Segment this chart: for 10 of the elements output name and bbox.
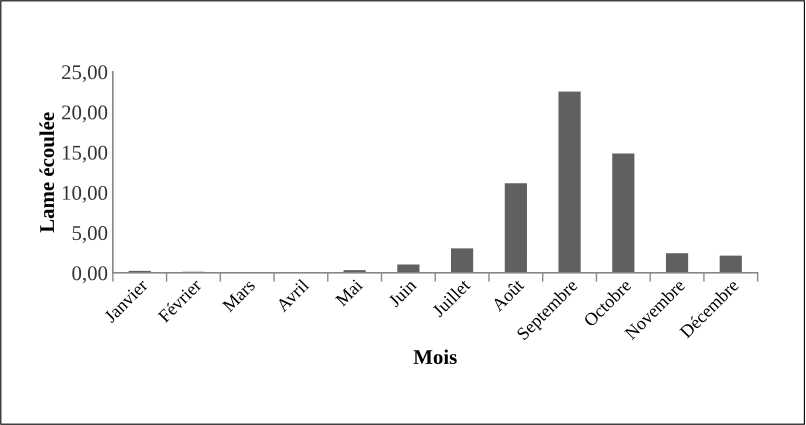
y-tick-label: 10,00: [62, 186, 108, 203]
x-axis-title: Mois: [414, 349, 457, 364]
y-tick-label: 0,00: [72, 266, 108, 284]
y-tick-label: 20,00: [62, 105, 108, 122]
y-tick-label: 25,00: [62, 65, 108, 82]
x-tick-label: Juin: [388, 278, 418, 308]
y-axis-title: Lame écoulée: [39, 112, 54, 232]
y-tick-label: 15,00: [62, 146, 108, 163]
y-tick-label: 5,00: [72, 226, 108, 244]
x-tick-label: Mai: [334, 278, 364, 307]
